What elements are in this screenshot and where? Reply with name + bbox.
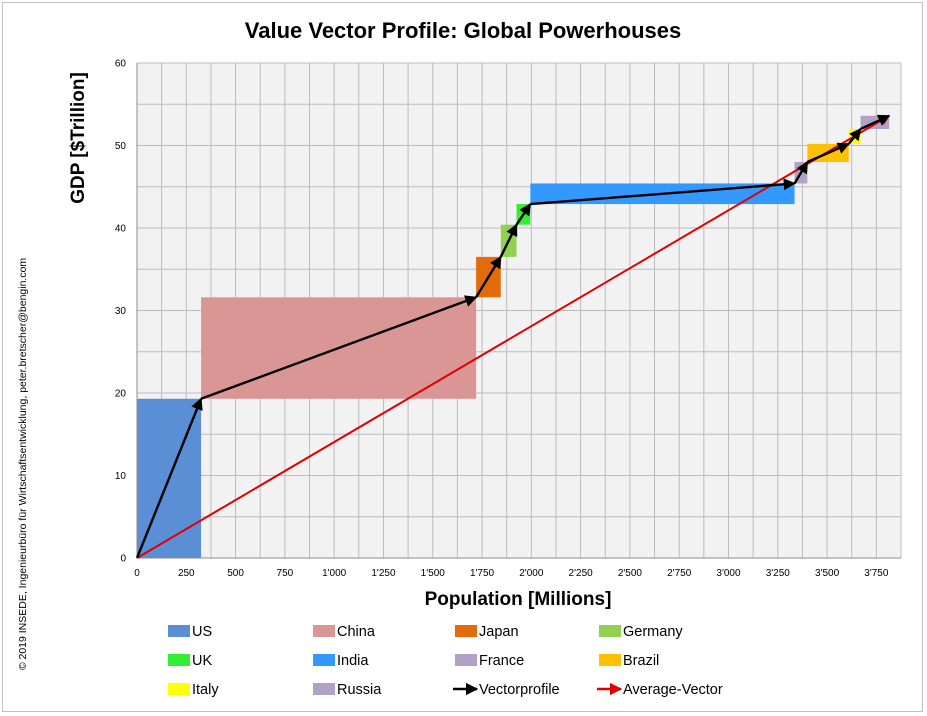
- legend-label: Russia: [337, 682, 382, 698]
- x-tick-label: 3'500: [815, 568, 840, 579]
- average-vector-line: [136, 114, 891, 559]
- vector-profile-segment: [847, 128, 862, 145]
- x-tick-label: 3'750: [864, 568, 889, 579]
- x-tick-label: 2'250: [569, 568, 594, 579]
- vector-profile-segment: [860, 114, 891, 131]
- x-tick-label: 3'000: [716, 568, 741, 579]
- legend-swatch-japan: [455, 625, 477, 637]
- y-axis-ticks: 0 10 20 30 40 50 60: [115, 59, 127, 565]
- vector-profile-segment: [499, 223, 518, 258]
- vector-profile: [135, 114, 891, 559]
- vector-profile-segment: [475, 255, 502, 298]
- legend-label: US: [192, 624, 212, 640]
- legend-swatch-china: [313, 625, 335, 637]
- x-tick-label: 500: [227, 568, 244, 579]
- x-axis-ticks: 0 250 500 750 1'000 1'250 1'500 1'750 2'000 2'250…: [134, 568, 889, 579]
- legend-swatch-india: [313, 654, 335, 666]
- x-tick-label: 1'500: [421, 568, 446, 579]
- legend-label: India: [337, 653, 369, 669]
- y-tick-label: 10: [115, 471, 127, 482]
- legend-label: Vectorprofile: [479, 682, 560, 698]
- legend-swatch-france: [455, 654, 477, 666]
- copyright-note: © 2019 INSEDE, Ingenieurbüro für Wirtsch…: [17, 258, 29, 671]
- legend-label: UK: [192, 653, 212, 669]
- legend-label: Germany: [623, 624, 683, 640]
- legend-swatch-uk: [168, 654, 190, 666]
- y-tick-label: 40: [115, 224, 127, 235]
- legend-label: Average-Vector: [623, 682, 723, 698]
- x-tick-label: 2'500: [618, 568, 643, 579]
- x-tick-label: 250: [178, 568, 195, 579]
- legend-label: Japan: [479, 624, 519, 640]
- legend-label: China: [337, 624, 376, 640]
- x-tick-label: 750: [277, 568, 294, 579]
- chart-title: Value Vector Profile: Global Powerhouses: [245, 18, 681, 43]
- legend-swatch-us: [168, 625, 190, 637]
- x-tick-label: 1'000: [322, 568, 347, 579]
- vector-profile-segment: [793, 160, 809, 185]
- y-tick-label: 0: [120, 554, 126, 565]
- legend-swatch-italy: [168, 683, 190, 695]
- legend-swatch-russia: [313, 683, 335, 695]
- y-tick-label: 20: [115, 389, 127, 400]
- x-tick-label: 1'750: [470, 568, 495, 579]
- legend-label: Brazil: [623, 653, 659, 669]
- average-vector: [136, 114, 891, 559]
- vector-profile-segment: [200, 295, 478, 400]
- y-tick-label: 50: [115, 141, 127, 152]
- x-axis-title: Population [Millions]: [425, 589, 612, 610]
- x-tick-label: 3'250: [766, 568, 791, 579]
- x-tick-label: 0: [134, 568, 140, 579]
- x-tick-label: 1'250: [371, 568, 396, 579]
- legend-swatch-brazil: [599, 654, 621, 666]
- x-tick-label: 2'000: [519, 568, 544, 579]
- y-tick-label: 30: [115, 306, 127, 317]
- vector-profile-segment: [806, 142, 850, 164]
- vector-profile-segment: [135, 397, 203, 559]
- legend-swatch-germany: [599, 625, 621, 637]
- vector-profile-segment: [530, 178, 796, 206]
- legend: US China Japan Germany UK India France Brazil It…: [168, 624, 723, 698]
- y-tick-label: 60: [115, 59, 127, 70]
- y-axis-title: GDP [$Trillion]: [68, 72, 89, 204]
- legend-label: France: [479, 653, 524, 669]
- legend-label: Italy: [192, 682, 219, 698]
- x-tick-label: 2'750: [667, 568, 692, 579]
- vector-profile-segment: [515, 203, 532, 226]
